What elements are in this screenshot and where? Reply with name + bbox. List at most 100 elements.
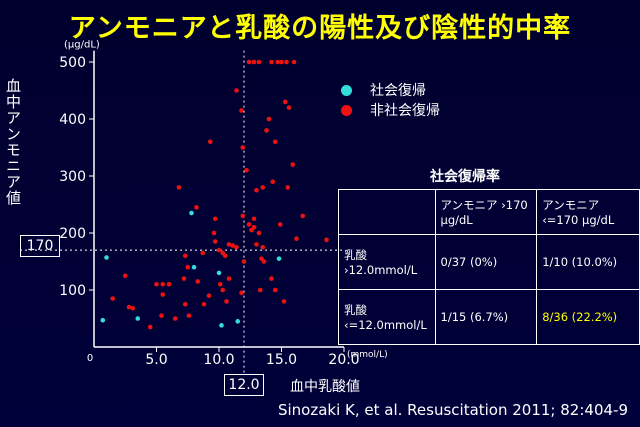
point-no-return	[176, 185, 182, 190]
point-return	[191, 264, 197, 270]
point-no-return	[160, 292, 166, 297]
point-no-return	[234, 244, 239, 250]
point-no-return	[260, 244, 266, 250]
point-no-return	[186, 313, 192, 318]
point-return	[189, 210, 194, 216]
point-no-return	[269, 59, 274, 65]
rate-table-header-row: アンモニア ›170 μg/dL アンモニア ‹=170 μg/dL	[338, 189, 640, 235]
point-no-return	[240, 213, 246, 219]
point-no-return	[224, 299, 229, 304]
rate-table-row-header: 乳酸 ‹=12.0mmol/L	[338, 289, 436, 345]
point-no-return	[239, 290, 244, 296]
legend-label-no-return: 非社会復帰	[370, 103, 440, 119]
x-tick-label: 10.0	[203, 352, 234, 368]
point-no-return	[244, 168, 249, 173]
rate-table-cell: 0/37 (0%)	[434, 234, 538, 290]
point-no-return	[254, 187, 259, 193]
point-no-return	[270, 179, 276, 184]
point-no-return	[257, 287, 263, 293]
point-no-return	[251, 216, 257, 222]
rate-table-cell-highlight: 8/36 (22.2%)	[536, 289, 640, 345]
point-no-return	[160, 282, 166, 287]
point-no-return	[206, 293, 212, 299]
point-no-return	[239, 108, 244, 113]
point-no-return	[246, 59, 252, 65]
point-no-return	[241, 259, 247, 264]
rate-table-row: 乳酸 ›12.0mmol/L 0/37 (0%) 1/10 (10.0%)	[338, 234, 640, 290]
point-no-return	[291, 59, 297, 65]
legend-label-return: 社会復帰	[370, 83, 426, 99]
point-no-return	[251, 225, 257, 230]
y-tick-label: 400	[59, 112, 86, 128]
point-no-return	[294, 236, 299, 241]
y-tick-label: 300	[59, 169, 86, 185]
point-no-return	[246, 222, 252, 227]
point-no-return	[166, 282, 172, 287]
point-no-return	[261, 259, 267, 264]
x-origin-label: 0	[87, 353, 93, 364]
point-no-return	[226, 242, 232, 247]
legend-item-no-return: 非社会復帰	[341, 100, 440, 120]
point-no-return	[182, 301, 188, 307]
x-tick-label: 15.0	[266, 352, 297, 368]
point-return	[216, 270, 222, 276]
point-no-return	[281, 299, 287, 304]
point-no-return	[181, 276, 187, 281]
legend-red-marker	[341, 105, 352, 116]
point-no-return	[172, 316, 178, 321]
point-no-return	[200, 250, 206, 256]
point-no-return	[260, 185, 266, 190]
point-no-return	[201, 301, 207, 307]
y-axis-label: 血中アンモニア値	[4, 78, 22, 206]
point-no-return	[272, 139, 278, 145]
point-no-return	[216, 247, 222, 253]
point-no-return	[234, 88, 239, 93]
point-no-return	[240, 145, 246, 150]
rate-table-col-header: アンモニア ›170 μg/dL	[434, 189, 538, 235]
point-no-return	[211, 230, 217, 236]
x-threshold-box: 12.0	[224, 374, 264, 396]
point-no-return	[122, 273, 128, 279]
point-no-return	[272, 287, 278, 293]
point-no-return	[269, 276, 274, 281]
point-return	[235, 319, 241, 324]
point-no-return	[324, 237, 329, 243]
point-no-return	[256, 230, 262, 236]
point-no-return	[126, 304, 132, 310]
slide-title: アンモニアと乳酸の陽性及び陰性的中率	[68, 13, 572, 44]
rate-table-col-header: アンモニア ‹=170 μg/dL	[536, 189, 640, 235]
x-tick-label: 20.0	[328, 352, 359, 368]
point-no-return	[212, 239, 218, 244]
point-no-return	[264, 128, 269, 133]
point-no-return	[254, 242, 259, 247]
point-no-return	[256, 59, 262, 65]
point-no-return	[226, 276, 232, 281]
point-no-return	[147, 324, 153, 330]
rate-table-cell: 1/15 (6.7%)	[434, 289, 538, 345]
point-return	[104, 255, 109, 260]
point-return	[276, 256, 282, 261]
point-no-return	[286, 105, 292, 110]
point-no-return	[290, 162, 296, 167]
point-no-return	[217, 282, 223, 287]
point-no-return	[220, 287, 226, 293]
point-no-return	[220, 250, 226, 256]
point-no-return	[182, 253, 188, 259]
point-no-return	[212, 216, 218, 222]
legend-item-return: 社会復帰	[341, 80, 426, 100]
point-return	[135, 316, 141, 321]
point-no-return	[185, 264, 191, 270]
x-tick-label: 5.0	[145, 352, 167, 368]
point-no-return	[207, 139, 213, 145]
point-no-return	[300, 213, 306, 219]
x-axis-label: 血中乳酸値	[290, 379, 360, 395]
y-tick-label: 200	[59, 226, 86, 242]
x-unit-label: (mmol/L)	[347, 350, 388, 360]
point-no-return	[130, 305, 136, 311]
legend-cyan-marker	[341, 85, 352, 96]
rate-table-corner	[338, 189, 436, 235]
point-no-return	[275, 59, 281, 65]
rate-table-title: 社会復帰率	[430, 169, 500, 185]
